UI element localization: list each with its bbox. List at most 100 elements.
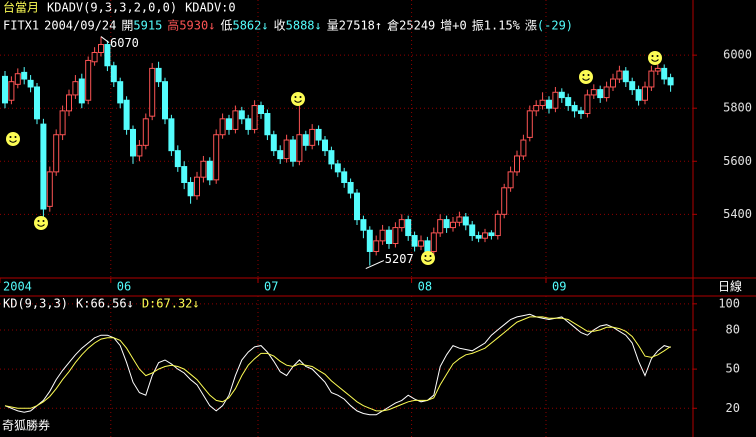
candle-body — [8, 81, 15, 101]
annotation: 5207 — [385, 252, 414, 266]
y-tick-label: 5800 — [723, 101, 752, 115]
candle-body — [27, 79, 34, 88]
x-tick-label: 09 — [552, 280, 566, 294]
candle-body — [437, 219, 444, 234]
candle-body — [418, 240, 424, 247]
header-field: 高 — [167, 18, 179, 33]
header-field: 5915 — [133, 19, 162, 33]
smiley-icon — [6, 132, 20, 146]
smiley-eye — [14, 136, 17, 138]
candle-body — [168, 118, 175, 152]
candle-body — [78, 78, 85, 104]
candle-body — [475, 235, 482, 239]
header-field: FITX1 — [3, 19, 39, 33]
candle-body — [488, 232, 495, 237]
header-field: 27518 — [339, 19, 375, 33]
candle-body — [91, 51, 98, 63]
candle-body — [206, 160, 213, 181]
header-field: ↑ — [375, 19, 382, 33]
annotation-line — [100, 36, 110, 43]
candle-body — [565, 97, 572, 107]
candle-body — [142, 118, 149, 146]
candle-body — [72, 81, 79, 96]
candle-body — [66, 94, 72, 112]
candle-body — [392, 227, 399, 245]
candle-body — [661, 67, 668, 80]
header-field: ↓ — [261, 19, 268, 33]
candle-body — [456, 216, 463, 223]
candle-body — [546, 99, 552, 109]
candle-body — [405, 219, 412, 237]
candle-body — [98, 44, 104, 53]
header-field: 量 — [327, 19, 339, 33]
indicator-title: KD(9,3,3) — [3, 297, 68, 311]
candle-body — [514, 155, 520, 173]
candle-body — [642, 86, 648, 101]
smiley-mouth — [9, 140, 17, 143]
candle-body — [507, 171, 514, 189]
header-title: 台當月 — [3, 0, 39, 15]
candle-body — [181, 166, 188, 183]
candle-body — [648, 70, 655, 88]
header-field: 開 — [121, 19, 133, 33]
candle-body — [283, 139, 290, 160]
header-field: 5862 — [232, 19, 261, 33]
candle-body — [354, 192, 360, 221]
x-tick-label: 2004 — [3, 280, 32, 294]
candle-body — [443, 219, 450, 229]
legend-entry: K:66.56↓ — [76, 297, 134, 311]
legend-entry: D:67.32↓ — [142, 297, 200, 311]
smiley-mouth — [582, 78, 590, 81]
candle-body — [264, 113, 271, 136]
candle-body — [194, 176, 200, 197]
candle-body — [34, 86, 40, 120]
candle-body — [667, 77, 674, 86]
candle-body — [104, 44, 111, 67]
y-tick-label: 6000 — [723, 48, 752, 62]
x-tick-label: 06 — [117, 280, 131, 294]
header-field: 收 — [274, 19, 286, 33]
header-field: 25249 — [399, 19, 435, 33]
candle-body — [411, 235, 418, 247]
candle-body — [501, 187, 508, 215]
annotation-line — [365, 260, 385, 269]
y-tick-label: 80 — [726, 322, 740, 336]
candle-body — [21, 71, 28, 80]
candle-body — [123, 99, 130, 130]
candle-body — [2, 75, 8, 104]
header-field: 振 — [472, 19, 484, 33]
candle-body — [379, 229, 386, 242]
candle-body — [277, 150, 284, 160]
y-tick-label: 20 — [726, 401, 740, 415]
candle-body — [366, 229, 373, 252]
candle-body — [341, 171, 348, 183]
header-field: (-29) — [537, 19, 573, 33]
candle-body — [174, 150, 181, 168]
header-title: KDADV:0 — [185, 1, 236, 15]
candle-body — [219, 118, 226, 136]
candle-body — [296, 134, 303, 162]
candle-body — [469, 224, 476, 237]
candle-body — [290, 139, 296, 162]
candle-body — [117, 81, 124, 104]
candle-body — [238, 110, 245, 120]
candle-body — [200, 160, 207, 178]
candle-body — [328, 150, 335, 165]
candle-body — [85, 59, 92, 101]
candle-body — [450, 221, 456, 229]
candle-body — [347, 181, 354, 194]
smiley-eye — [424, 255, 427, 257]
candle-body — [539, 99, 546, 107]
header-field: 增 — [440, 19, 452, 33]
candle-body — [270, 134, 277, 152]
candle-body — [578, 110, 584, 115]
candle-body — [552, 91, 559, 109]
candle-body — [616, 70, 623, 80]
smiley-eye — [42, 220, 45, 222]
period-label: 日線 — [718, 279, 742, 294]
candle-body — [597, 89, 604, 99]
candle-body — [526, 110, 533, 138]
y-tick-label: 5400 — [723, 207, 752, 221]
header-field: 低 — [220, 19, 232, 33]
candle-body — [629, 81, 636, 91]
